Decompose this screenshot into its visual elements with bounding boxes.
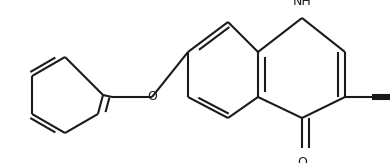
- Text: NH: NH: [292, 0, 311, 8]
- Text: O: O: [297, 156, 307, 163]
- Text: O: O: [147, 90, 157, 104]
